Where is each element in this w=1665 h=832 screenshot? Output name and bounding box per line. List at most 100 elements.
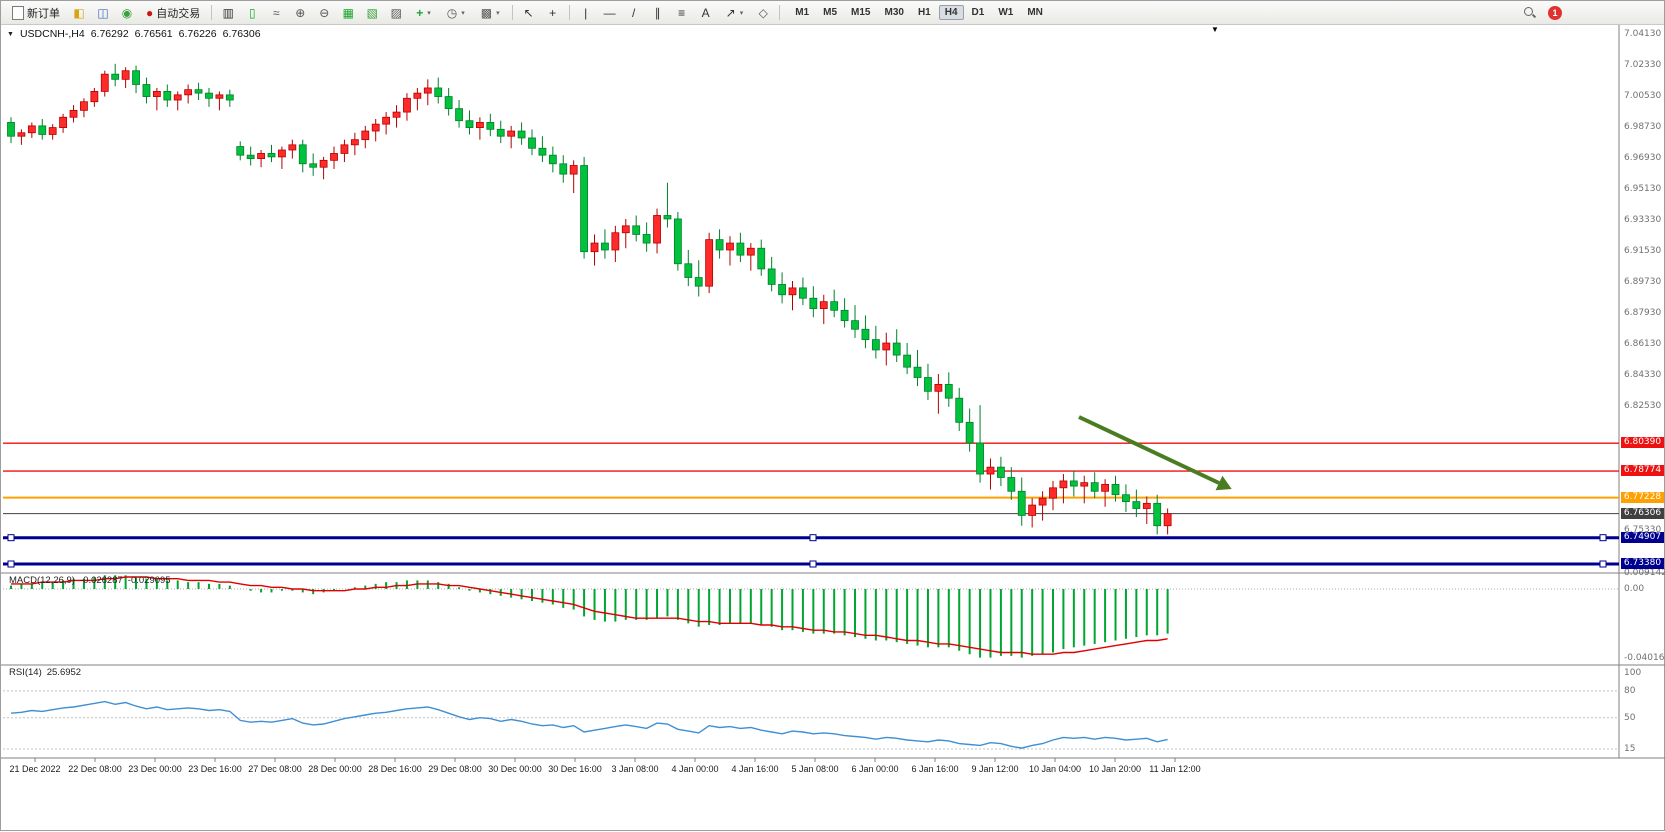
periods-dropdown-icon: ▾ [461,9,465,17]
periods-button[interactable]: ◷ ▾ [440,3,472,22]
candlestick [48,127,57,135]
line-handle[interactable] [1599,534,1607,542]
candlestick [507,130,516,137]
crosshair-icon[interactable]: + [549,5,557,20]
timeframe-button-m5[interactable]: M5 [823,7,838,18]
timeframe-button-w1[interactable]: W1 [998,7,1014,18]
ohlc-low: 6.76226 [178,28,217,40]
objects-list-icon[interactable]: ▨ [390,5,402,20]
candlestick [392,111,401,118]
trendline-tool-icon[interactable]: / [631,5,636,20]
trend-arrow-object[interactable] [1078,415,1220,485]
line-handle[interactable] [809,534,817,542]
macd-value: -0.026287 [80,575,123,586]
candlestick [684,263,693,278]
template-button[interactable]: ▩ ▾ [474,3,507,22]
macd-indicator-label: MACD(12,26,9) -0.026287 -0.029095 [9,575,171,586]
timeframe-button-m1[interactable]: M1 [795,7,810,18]
line-handle[interactable] [1599,560,1607,568]
search-icon[interactable] [1523,6,1536,19]
line-handle[interactable] [7,534,15,542]
timeframe-button-h4[interactable]: H4 [938,5,964,20]
candlestick [799,287,807,299]
one-click-panel-toggle-icon[interactable]: ▼ [7,30,14,38]
toolbar-separator [568,5,570,20]
macd-axis-label: -0.040162 [1624,652,1665,663]
timeframe-button-m15[interactable]: M15 [851,7,871,18]
chart-title: ▼ USDCNH-,H4 6.76292 6.76561 6.76226 6.7… [7,28,261,40]
macd-signal-line [11,576,1168,655]
candlestick [590,242,599,253]
candlestick [559,163,568,175]
price-axis-label: 6.82530 [1624,401,1662,412]
macd-signal-value: -0.029095 [127,575,171,586]
timeframe-button-mn[interactable]: MN [1027,7,1043,18]
add-indicator-dropdown-icon: ▾ [427,9,431,17]
time-axis-label: 6 Jan 00:00 [851,764,899,774]
timeframe-button-m30[interactable]: M30 [884,7,904,18]
indicators-icon[interactable]: ▧ [366,5,378,20]
candlestick [632,225,641,235]
new-order-button[interactable]: 新订单 [6,3,66,22]
line-handle[interactable] [809,560,817,568]
candlestick [184,89,193,96]
zoom-out-icon[interactable]: ⊖ [319,5,330,20]
navigator-icon[interactable]: ◉ [121,5,133,20]
candlestick [569,165,578,175]
candlestick [601,242,609,251]
add-indicator-button[interactable]: + ▾ [409,3,438,22]
macd-axis-label: 0.00 [1624,584,1645,594]
time-axis-label: 29 Dec 08:00 [428,764,482,774]
candlestick [955,397,964,423]
text-tool-icon[interactable]: A [701,5,710,20]
time-axis-label: 4 Jan 00:00 [671,764,719,774]
price-axis-label: 6.84330 [1624,370,1662,381]
candlestick [90,90,99,103]
ohlc-high: 6.76561 [134,28,173,40]
market-watch-icon[interactable]: ◧ [73,5,85,20]
candlestick [819,301,828,309]
zoom-in-icon[interactable]: ⊕ [295,5,306,20]
arrows-tool-button[interactable]: ↗ ▾ [719,3,751,22]
horizontal-line-tool-icon[interactable]: — [603,5,616,20]
candlestick [1090,482,1099,492]
candlestick [413,92,422,99]
candlestick [475,122,484,128]
timeframe-button-h1[interactable]: H1 [917,7,931,18]
candlestick [580,165,588,253]
candlestick [903,354,912,368]
price-line-badge: 6.76306 [1621,507,1664,519]
toolbar-separator [511,5,513,20]
candlestick [121,70,130,80]
vertical-line-tool-icon[interactable]: | [584,5,588,20]
add-indicator-icon: + [416,5,424,20]
line-chart-icon[interactable]: ≈ [272,5,280,20]
cursor-icon[interactable]: ↖ [523,5,534,20]
channel-tool-icon[interactable]: ∥ [654,5,661,20]
macd-axis-label: 0.009142 [1624,568,1665,579]
candlestick [205,92,213,99]
tile-windows-icon[interactable]: ▦ [342,5,354,20]
autotrade-button[interactable]: ● 自动交易 [140,3,206,22]
candlestick [17,132,26,137]
timeframe-button-d1[interactable]: D1 [971,7,985,18]
candlestick-chart-icon[interactable]: ▯ [248,5,256,20]
shapes-tool-icon[interactable]: ◇ [758,5,768,20]
bar-chart-icon[interactable]: ▥ [222,5,234,20]
time-axis-label: 6 Jan 16:00 [911,764,959,774]
price-line-badge: 6.78774 [1621,465,1664,477]
chart-shift-marker-icon[interactable]: ▼ [1211,25,1219,34]
notification-badge[interactable]: 1 [1548,5,1562,20]
autotrade-icon: ● [146,5,154,20]
candlestick [403,97,411,113]
candlestick [288,144,297,151]
price-line-badge: 6.80390 [1621,437,1664,449]
candlestick [225,94,234,101]
rsi-axis-label: 80 [1624,685,1636,696]
line-handle[interactable] [7,560,15,568]
fibonacci-tool-icon[interactable]: ≡ [678,5,686,20]
candlestick [757,247,766,270]
data-window-icon[interactable]: ◫ [97,5,109,20]
